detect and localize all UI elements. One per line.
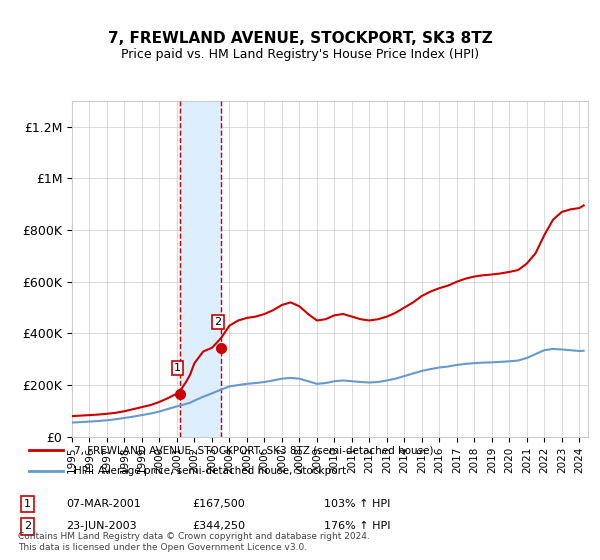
Bar (180, 101, 221, 437)
Text: Contains HM Land Registry data © Crown copyright and database right 2024.
This d: Contains HM Land Registry data © Crown c… (18, 532, 370, 552)
Text: 1: 1 (174, 363, 181, 373)
Text: £167,500: £167,500 (192, 499, 245, 509)
Text: 1: 1 (24, 499, 31, 509)
Text: £344,250: £344,250 (192, 521, 245, 531)
Text: 2: 2 (24, 521, 31, 531)
Text: 103% ↑ HPI: 103% ↑ HPI (324, 499, 391, 509)
Text: Price paid vs. HM Land Registry's House Price Index (HPI): Price paid vs. HM Land Registry's House … (121, 48, 479, 60)
Text: 176% ↑ HPI: 176% ↑ HPI (324, 521, 391, 531)
Text: HPI: Average price, semi-detached house, Stockport: HPI: Average price, semi-detached house,… (74, 466, 347, 476)
Text: 7, FREWLAND AVENUE, STOCKPORT, SK3 8TZ (semi-detached house): 7, FREWLAND AVENUE, STOCKPORT, SK3 8TZ (… (74, 445, 434, 455)
Text: 2: 2 (214, 317, 221, 327)
Text: 23-JUN-2003: 23-JUN-2003 (66, 521, 137, 531)
Text: 7, FREWLAND AVENUE, STOCKPORT, SK3 8TZ: 7, FREWLAND AVENUE, STOCKPORT, SK3 8TZ (107, 31, 493, 46)
Text: 07-MAR-2001: 07-MAR-2001 (66, 499, 141, 509)
